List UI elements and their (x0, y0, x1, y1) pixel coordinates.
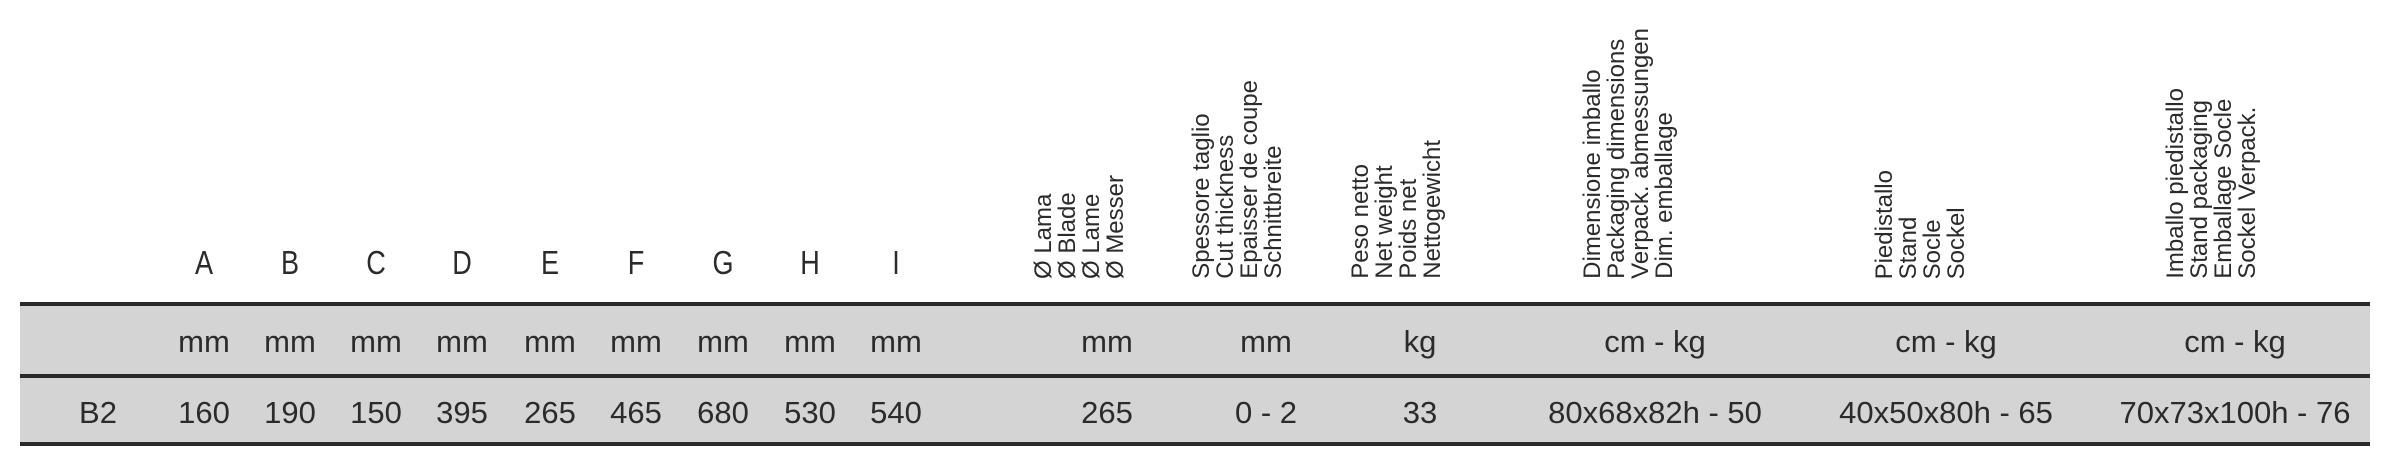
header-line: Socle (1919, 218, 1946, 279)
bottom-rule (20, 442, 2370, 446)
header-stand-packaging: Imballo piedistallo Stand packaging Emba… (2162, 88, 2261, 279)
header-line: Ø Lame (1078, 193, 1105, 279)
units-cell-packaging: cm - kg (1604, 324, 1706, 359)
value-cell-e: 265 (524, 395, 576, 430)
value-cell-a: 160 (178, 395, 230, 430)
value-cell-c: 150 (350, 395, 402, 430)
header-line: Imballo piedistallo (2162, 88, 2189, 279)
units-cell-i: mm (870, 324, 922, 359)
units-cell-d: mm (436, 324, 488, 359)
value-cell-stand: 40x50x80h - 65 (1839, 395, 2053, 430)
units-cell-f: mm (610, 324, 662, 359)
units-row-background (20, 306, 2370, 374)
header-c: C (366, 244, 386, 281)
header-b: B (280, 244, 300, 281)
value-cell-packaging: 80x68x82h - 50 (1548, 395, 1762, 430)
header-line: Ø Lama (1030, 193, 1057, 279)
value-cell-weight: 33 (1402, 395, 1438, 430)
header-d: D (452, 244, 472, 281)
header-line: Schnittbreite (1260, 145, 1287, 279)
middle-rule (20, 374, 2370, 378)
b2-row-background (20, 378, 2370, 442)
header-f: F (627, 244, 645, 281)
header-line: Peso netto (1347, 164, 1374, 279)
header-line: Verpack. abmessungen (1627, 28, 1654, 279)
header-line: Dim. emballage (1651, 112, 1678, 279)
units-cell-a: mm (178, 324, 230, 359)
header-net-weight: Peso netto Net weight Poids net Nettogew… (1347, 140, 1446, 279)
header-line: Dimensione imballo (1579, 69, 1606, 279)
header-line: Emballage Socle (2210, 98, 2237, 279)
units-cell-b: mm (264, 324, 316, 359)
value-cell-f: 465 (610, 395, 662, 430)
value-cell-cut: 0 - 2 (1234, 395, 1298, 430)
header-line: Stand packaging (2186, 100, 2213, 279)
header-line: Ø Blade (1054, 192, 1081, 279)
units-cell-blade: mm (1081, 324, 1133, 359)
header-line: Sockel (1943, 206, 1970, 279)
units-cell-stand-packaging: cm - kg (2184, 324, 2286, 359)
header-line: Ø Messer (1102, 174, 1129, 279)
header-i: I (892, 244, 900, 281)
top-rule (20, 302, 2370, 306)
value-cell-stand-packaging: 70x73x100h - 76 (2119, 395, 2351, 430)
header-line: Stand (1895, 216, 1922, 279)
header-line: Net weight (1371, 165, 1398, 279)
units-cell-e: mm (524, 324, 576, 359)
header-stand: Piedistallo Stand Socle Sockel (1871, 169, 1970, 279)
units-cell-c: mm (350, 324, 402, 359)
model-cell: B2 (79, 395, 117, 430)
header-e: E (540, 244, 560, 281)
header-a: A (194, 244, 214, 281)
value-cell-h: 530 (784, 395, 836, 430)
header-cut-thickness: Spessore taglio Cut thickness Epaisser d… (1188, 80, 1287, 279)
units-cell-g: mm (697, 324, 749, 359)
header-line: Spessore taglio (1188, 113, 1215, 279)
value-cell-b: 190 (264, 395, 316, 430)
header-line: Cut thickness (1212, 134, 1239, 279)
units-cell-cut: mm (1240, 324, 1292, 359)
value-cell-g: 680 (697, 395, 749, 430)
value-cell-d: 395 (436, 395, 488, 430)
header-line: Epaisser de coupe (1236, 80, 1263, 279)
value-cell-blade: 265 (1081, 395, 1133, 430)
units-cell-stand: cm - kg (1895, 324, 1997, 359)
header-line: Nettogewicht (1419, 140, 1446, 279)
header-packaging-dimensions: Dimensione imballo Packaging dimensions … (1579, 28, 1678, 279)
value-cell-i: 540 (870, 395, 922, 430)
header-h: H (800, 244, 820, 281)
units-cell-weight: kg (1403, 324, 1437, 359)
units-cell-h: mm (784, 324, 836, 359)
header-line: Packaging dimensions (1603, 38, 1630, 279)
header-line: Poids net (1395, 178, 1422, 279)
header-line: Piedistallo (1871, 169, 1898, 279)
header-line: Sockel Verpack. (2234, 106, 2261, 279)
header-blade-diameter: Ø Lama Ø Blade Ø Lame Ø Messer (1030, 174, 1129, 279)
header-g: G (712, 244, 734, 281)
